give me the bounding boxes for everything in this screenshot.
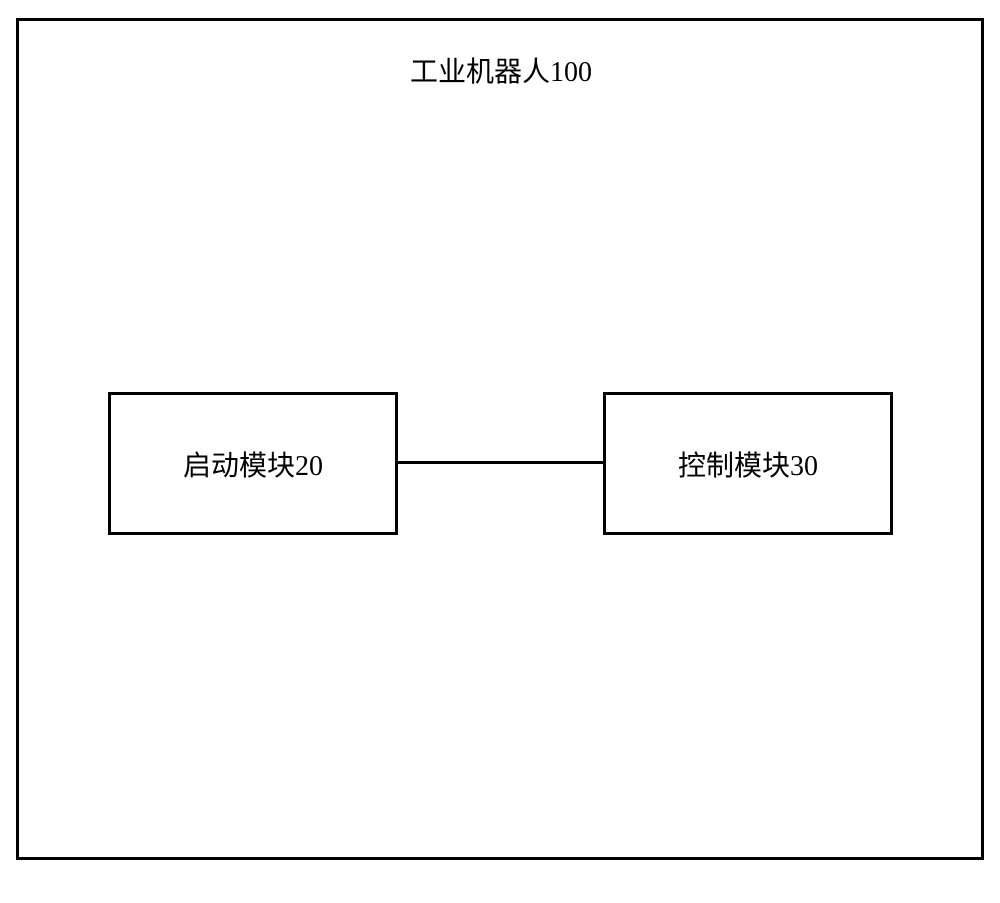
- diagram-title: 工业机器人100: [410, 50, 592, 90]
- module-control: 控制模块30: [603, 392, 893, 535]
- connector-line: [398, 461, 603, 464]
- module-startup-label: 启动模块20: [183, 444, 323, 484]
- module-startup: 启动模块20: [108, 392, 398, 535]
- module-control-label: 控制模块30: [678, 444, 818, 484]
